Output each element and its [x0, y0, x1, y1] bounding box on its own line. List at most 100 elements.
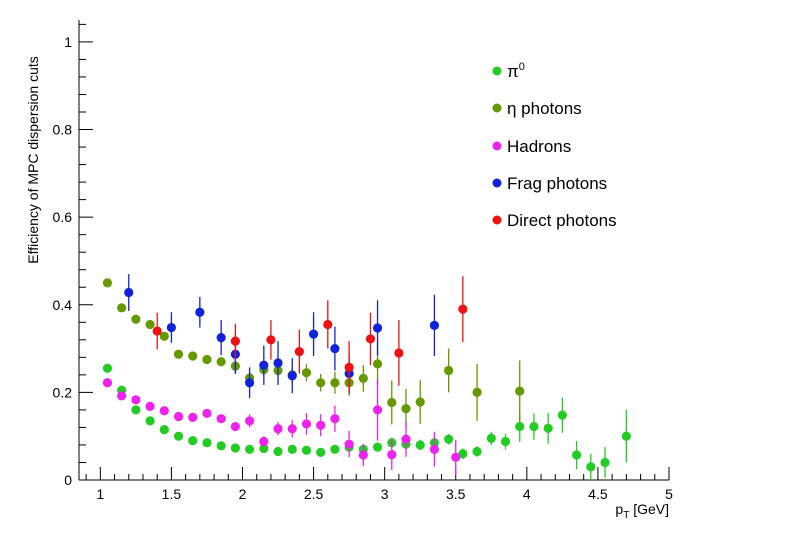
y-tick-label: 0.8	[53, 122, 73, 138]
data-point	[472, 446, 482, 457]
data-point	[401, 403, 411, 414]
data-point	[316, 420, 326, 430]
data-point	[451, 452, 461, 462]
data-point	[444, 434, 454, 444]
x-axis-title-sub: T	[623, 510, 629, 521]
data-point	[245, 444, 255, 454]
data-point	[301, 368, 312, 378]
data-point	[188, 351, 198, 361]
legend-label-direct-photons: Direct photons	[507, 211, 617, 230]
data-point	[117, 303, 127, 313]
data-point	[230, 443, 240, 453]
data-layer	[102, 274, 631, 480]
x-tick-label: 4	[523, 486, 531, 502]
x-axis-title-base: p	[615, 501, 623, 517]
y-axis-title: Efficiency of MPC dispersion cuts	[25, 56, 41, 264]
data-point	[124, 287, 134, 298]
data-point	[216, 414, 226, 424]
legend-marker-direct-photons	[492, 215, 502, 225]
data-point	[500, 436, 511, 447]
data-point	[188, 412, 198, 422]
y-tick-label: 0	[64, 472, 72, 488]
y-tick-label: 0.2	[53, 384, 73, 400]
data-point	[294, 347, 304, 357]
data-point	[152, 326, 162, 336]
y-tick-label: 0.4	[53, 297, 73, 313]
data-point	[259, 436, 269, 447]
data-point	[273, 446, 283, 457]
x-tick-label: 2.5	[304, 486, 324, 502]
x-axis-title: pT [GeV]	[615, 501, 669, 521]
data-point	[372, 442, 383, 452]
data-point	[159, 331, 169, 341]
data-point	[344, 439, 354, 449]
x-tick-label: 5	[665, 486, 673, 502]
data-point	[259, 443, 269, 454]
data-point	[372, 405, 383, 415]
data-point	[323, 319, 333, 330]
data-point	[102, 278, 113, 288]
data-point	[173, 349, 184, 359]
data-point	[216, 333, 226, 343]
data-point	[458, 304, 468, 314]
data-point	[472, 387, 482, 397]
data-point	[230, 336, 240, 346]
series-4	[152, 276, 468, 394]
data-point	[195, 307, 205, 317]
data-point	[102, 363, 113, 373]
x-axis-title-suffix: [GeV]	[629, 501, 669, 517]
legend-label-frag-photons: Frag photons	[507, 174, 607, 193]
data-point	[586, 462, 596, 472]
data-point	[131, 405, 141, 415]
data-point	[230, 421, 240, 432]
data-point	[173, 411, 184, 422]
data-point	[429, 444, 440, 454]
data-point	[301, 445, 312, 455]
data-point	[444, 365, 454, 376]
data-point	[145, 416, 155, 426]
data-point	[145, 319, 155, 330]
data-point	[330, 378, 340, 388]
data-point	[372, 359, 383, 369]
data-point	[216, 357, 226, 367]
data-point	[571, 450, 582, 460]
legend-label-pi0-sup: 0	[519, 61, 525, 73]
data-point	[557, 410, 567, 420]
data-point	[159, 406, 169, 416]
x-tick-label: 3	[381, 486, 389, 502]
legend-marker-pi0	[492, 66, 502, 76]
data-point	[600, 457, 610, 468]
data-point	[515, 386, 525, 396]
data-point	[401, 434, 411, 444]
data-point	[365, 334, 376, 344]
data-point	[621, 431, 631, 441]
data-point	[245, 378, 255, 388]
data-point	[273, 358, 283, 368]
data-point	[145, 401, 155, 411]
legend-label-pi0-base: π	[507, 62, 519, 81]
data-point	[387, 397, 397, 408]
y-tick-label: 1	[64, 34, 72, 50]
data-point	[394, 348, 404, 358]
x-tick-label: 1.5	[162, 486, 182, 502]
data-point	[372, 323, 383, 333]
data-point	[486, 433, 496, 443]
legend: π0 η photons Hadrons Frag photons Direct…	[492, 61, 617, 230]
legend-label-hadrons: Hadrons	[507, 137, 571, 156]
data-point	[330, 343, 340, 354]
x-tick-label: 4.5	[588, 486, 608, 502]
series-2	[102, 378, 461, 475]
data-point	[131, 395, 141, 405]
data-point	[102, 378, 113, 388]
data-point	[202, 354, 212, 365]
data-point	[202, 408, 212, 419]
data-point	[515, 421, 525, 432]
data-point	[245, 416, 255, 426]
data-point	[458, 449, 468, 459]
data-point	[330, 444, 340, 454]
data-point	[301, 419, 312, 429]
data-point	[358, 373, 368, 383]
data-point	[287, 444, 297, 454]
data-point	[117, 391, 127, 401]
